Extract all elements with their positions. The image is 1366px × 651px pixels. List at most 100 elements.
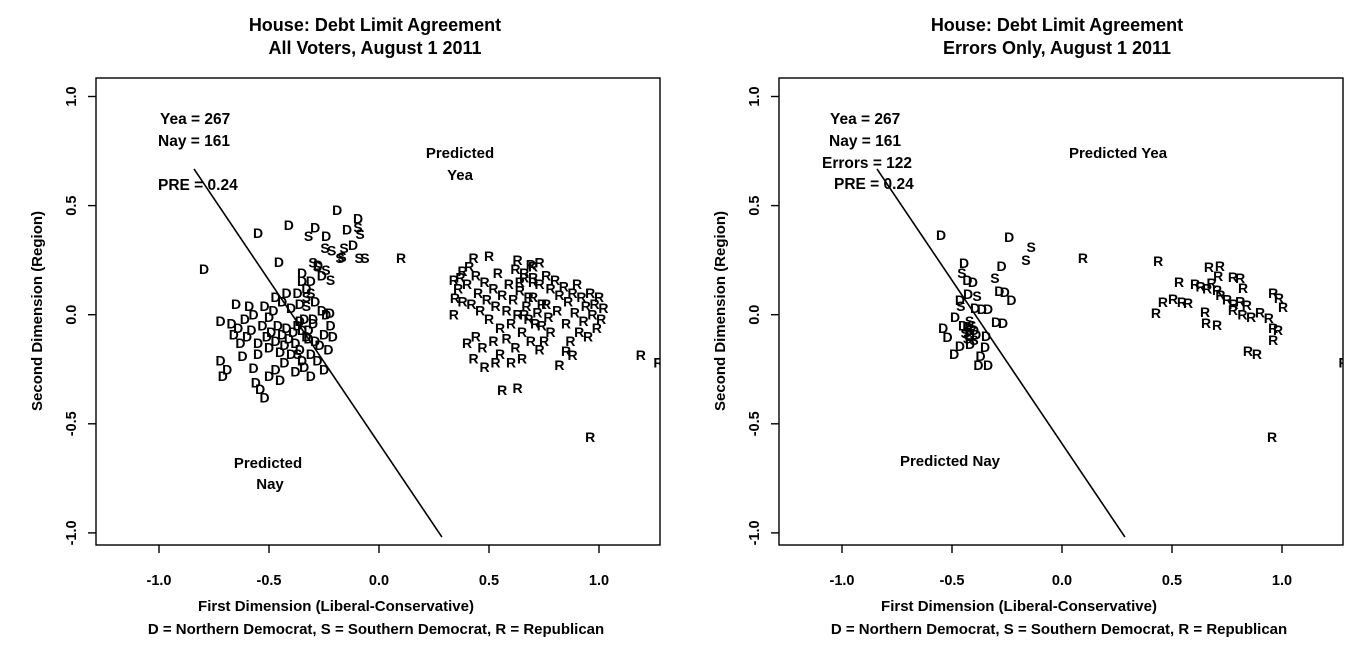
data-point-D: D [251,374,261,390]
data-point-S: S [355,226,364,242]
data-point-R: R [1278,299,1288,315]
data-point-D: D [218,368,228,384]
right-plot-title-line2: Errors Only, August 1 2011 [943,38,1171,58]
data-point-R: R [1190,276,1200,292]
data-point-R: R [574,324,584,340]
right-plot-panel: House: Debt Limit Agreement Errors Only,… [712,15,1344,638]
data-point-D: D [1006,292,1016,308]
data-point-D: D [308,315,318,331]
y-tick-label: -0.5 [64,411,80,436]
legend-caption: D = Northern Democrat, S = Southern Demo… [148,621,604,638]
data-point-R: R [515,274,525,290]
data-point-S: S [320,240,329,256]
data-point-R: R [1268,285,1278,301]
data-point-D: D [231,296,241,312]
data-point-R: R [396,250,406,266]
data-point-D: D [304,331,314,347]
data-point-R: R [475,302,485,318]
data-point-D: D [295,296,305,312]
data-point-R: R [543,309,553,325]
data-point-D: D [275,344,285,360]
data-point-R: R [510,261,520,277]
data-point-D: D [936,227,946,243]
data-point-R: R [528,259,538,275]
data-point-D: D [321,307,331,323]
data-point-D: D [264,368,274,384]
x-tick-label: -0.5 [257,573,282,589]
data-point-R: R [488,333,498,349]
data-point-R: R [1222,291,1232,307]
data-point-R: R [1255,305,1265,321]
y-tick-label: 1.0 [64,86,80,106]
legend-caption: D = Northern Democrat, S = Southern Demo… [831,621,1287,638]
data-point-D: D [981,328,991,344]
data-point-R: R [453,281,463,297]
data-point-S: S [360,250,369,266]
data-point-R: R [1212,317,1222,333]
data-point-R: R [568,285,578,301]
data-point-R: R [469,250,479,266]
data-point-D: D [301,281,311,297]
plot-layer: -1.0 -0.5 0.0 0.5 1.0 -1.0 -0.5 0.0 0.5 1.0 Yea = … [747,77,1344,589]
data-point-R: R [1235,270,1245,286]
data-point-R: R [502,302,512,318]
data-point-D: D [271,333,281,349]
data-point-R: R [484,248,494,264]
data-point-D: D [994,283,1004,299]
data-point-R: R [539,333,549,349]
data-point-R: R [585,429,595,445]
data-point-R: R [466,296,476,312]
data-point-D: D [1004,229,1014,245]
data-point-S: S [326,272,335,288]
data-point-R: R [513,252,523,268]
y-tick-label: 0.0 [64,305,80,325]
data-point-D: D [222,361,232,377]
data-point-R: R [1183,295,1193,311]
data-point-D: D [255,381,265,397]
data-point-S: S [963,331,972,347]
data-point-D: D [282,285,292,301]
data-point-R: R [1201,315,1211,331]
data-point-S: S [302,289,311,305]
data-point-R: R [510,339,520,355]
y-tick-label: -1.0 [747,520,763,545]
data-point-D: D [282,320,292,336]
data-point-R: R [480,274,490,290]
x-tick-label: 0.5 [479,573,499,589]
data-point-D: D [962,319,972,335]
data-point-D: D [310,333,320,349]
data-point-D: D [325,305,335,321]
y-axis-label: Second Dimension (Region) [29,211,46,411]
data-point-D: D [969,322,979,338]
data-point-R: R [1264,310,1274,326]
right-plot-title-line1: House: Debt Limit Agreement [931,15,1183,35]
y-tick-label: -1.0 [64,520,80,545]
data-point-D: D [304,322,314,338]
left-plot-title-line2: All Voters, August 1 2011 [268,38,481,58]
data-point-D: D [199,261,209,277]
data-point-R: R [497,382,507,398]
stat-label: Errors = 122 [822,155,912,172]
data-point-D: D [317,302,327,318]
data-point-D: D [268,302,278,318]
x-tick-label: 1.0 [1272,573,1292,589]
data-point-R: R [653,355,663,371]
data-point-R: R [469,350,479,366]
data-point-R: R [1238,280,1248,296]
data-point-R: R [1151,305,1161,321]
data-point-R: R [552,302,562,318]
data-point-D: D [342,222,352,238]
data-point-R: R [482,291,492,307]
data-point-R: R [535,254,545,270]
data-point-D: D [277,326,287,342]
data-point-D: D [288,324,298,340]
data-point-S: S [327,242,336,258]
data-point-R: R [517,350,527,366]
data-point-R: R [502,331,512,347]
data-point-D: D [308,311,318,327]
data-point-R: R [519,265,529,281]
data-point-S: S [293,346,302,362]
data-point-R: R [565,333,575,349]
data-point-R: R [585,285,595,301]
predicted-label: Nay [256,476,284,493]
